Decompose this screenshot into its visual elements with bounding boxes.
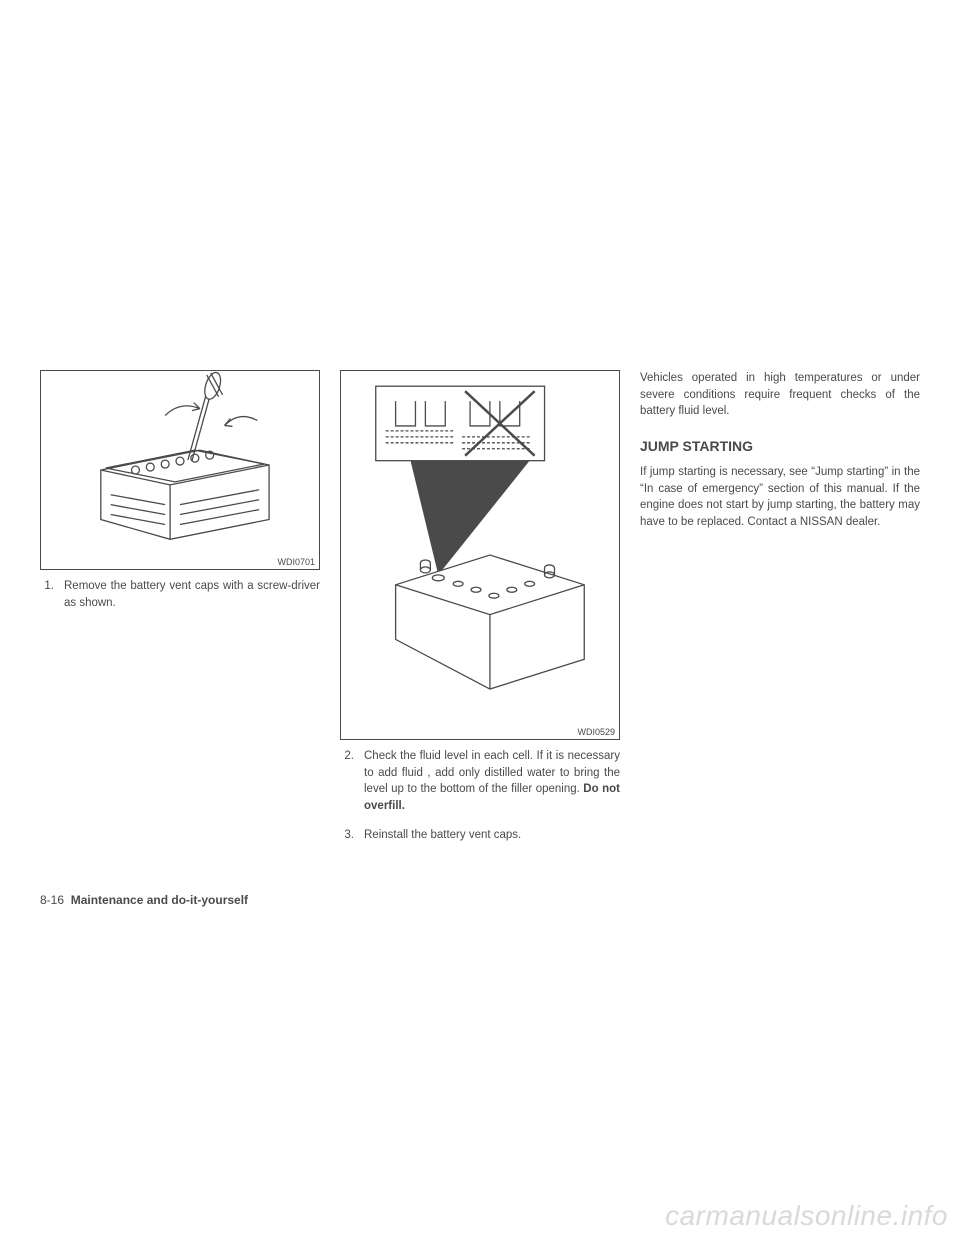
page-footer: 8-16 Maintenance and do-it-yourself: [40, 893, 248, 907]
page-number: 8-16: [40, 893, 64, 907]
figure-code-2: WDI0529: [577, 727, 615, 737]
step-2: 2. Check the fluid level in each cell. I…: [340, 748, 620, 815]
section-title: Maintenance and do-it-yourself: [71, 893, 248, 907]
column-2: WDI0529 2. Check the fluid level in each…: [340, 370, 620, 843]
step-3-text: Reinstall the battery vent caps.: [364, 827, 620, 844]
step-1: 1. Remove the battery vent caps with a s…: [40, 578, 320, 611]
figure-code-1: WDI0701: [277, 557, 315, 567]
column-3: Vehicles operated in high temperatures o…: [640, 370, 920, 843]
step-3: 3. Reinstall the battery vent caps.: [340, 827, 620, 844]
figure-battery-fluid-level: WDI0529: [340, 370, 620, 740]
heading-jump-starting: JUMP STARTING: [640, 438, 920, 454]
battery-fluid-svg: [341, 371, 619, 739]
column-1: WDI0701 1. Remove the battery vent caps …: [40, 370, 320, 843]
paragraph-conditions: Vehicles operated in high temperatures o…: [640, 370, 920, 420]
step-2-text-a: Check the fluid level in each cell. If i…: [364, 750, 620, 795]
step-2-text: Check the fluid level in each cell. If i…: [364, 748, 620, 815]
step-1-text: Remove the battery vent caps with a scre…: [64, 578, 320, 611]
step-2-number: 2.: [340, 748, 354, 815]
step-1-number: 1.: [40, 578, 54, 611]
battery-screwdriver-svg: [41, 371, 319, 569]
watermark: carmanualsonline.info: [665, 1200, 948, 1232]
step-3-number: 3.: [340, 827, 354, 844]
page-content: WDI0701 1. Remove the battery vent caps …: [40, 370, 920, 843]
paragraph-jump-starting: If jump starting is necessary, see “Jump…: [640, 464, 920, 531]
figure-battery-screwdriver: WDI0701: [40, 370, 320, 570]
